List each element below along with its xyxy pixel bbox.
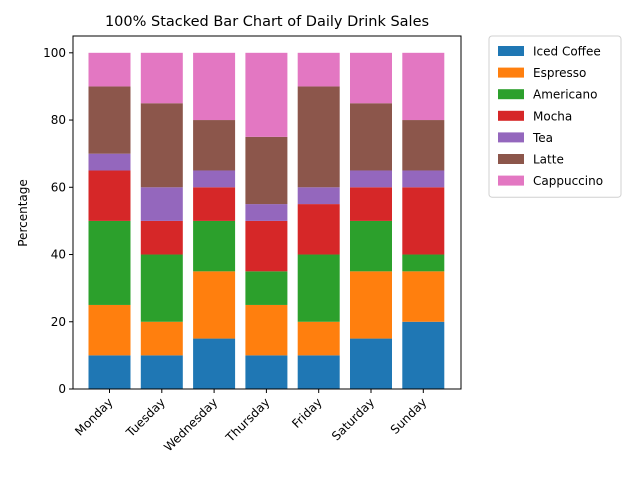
x-tick-label-wednesday: Wednesday xyxy=(161,395,220,454)
y-tick-label: 60 xyxy=(51,180,66,194)
legend-label: Americano xyxy=(533,88,597,102)
bars-group xyxy=(88,52,445,389)
bar-segment-latte-monday xyxy=(88,86,131,154)
bar-segment-latte-saturday xyxy=(350,103,392,171)
bar-segment-espresso-sunday xyxy=(402,271,445,322)
plot-frame xyxy=(72,35,462,390)
bar-segment-espresso-thursday xyxy=(245,304,288,356)
bar-segment-iced-coffee-tuesday xyxy=(140,355,183,389)
bar-segment-iced-coffee-saturday xyxy=(350,338,392,389)
legend-swatch xyxy=(498,89,524,100)
bar-segment-latte-tuesday xyxy=(140,103,183,188)
y-tick-label: 80 xyxy=(51,113,66,127)
bar-segment-latte-wednesday xyxy=(193,120,236,171)
x-tick-label-thursday: Thursday xyxy=(222,395,272,445)
bar-segment-cappuccino-monday xyxy=(88,52,131,87)
y-axis: 0 20 40 60 80 100 xyxy=(43,46,73,396)
bar-segment-mocha-saturday xyxy=(350,187,392,221)
bar-segment-tea-sunday xyxy=(402,170,445,188)
bar-segment-cappuccino-wednesday xyxy=(193,52,236,121)
legend-label: Tea xyxy=(532,131,553,145)
y-tick-label: 0 xyxy=(58,382,66,396)
legend-swatch xyxy=(498,110,524,121)
bar-segment-americano-thursday xyxy=(245,271,288,305)
bar-segment-cappuccino-sunday xyxy=(402,52,445,121)
bar-segment-americano-saturday xyxy=(350,220,392,272)
bar-segment-mocha-sunday xyxy=(402,187,445,255)
bar-segment-iced-coffee-sunday xyxy=(402,321,445,389)
y-tick-label: 20 xyxy=(51,315,66,329)
y-tick-label: 100 xyxy=(43,46,66,60)
bar-segment-tea-saturday xyxy=(350,170,392,188)
bar-segment-latte-thursday xyxy=(245,136,288,205)
bar-segment-tea-friday xyxy=(297,187,340,205)
y-axis-label: Percentage xyxy=(16,179,30,247)
bar-segment-cappuccino-saturday xyxy=(350,52,392,104)
chart-title: 100% Stacked Bar Chart of Daily Drink Sa… xyxy=(105,14,429,30)
bar-segment-americano-friday xyxy=(297,254,340,322)
bar-segment-iced-coffee-thursday xyxy=(245,355,288,389)
x-tick-label-monday: Monday xyxy=(72,395,115,438)
bar-segment-espresso-wednesday xyxy=(193,271,236,339)
y-tick-label: 40 xyxy=(51,248,66,262)
legend-label: Mocha xyxy=(533,109,572,123)
bar-segment-espresso-friday xyxy=(297,321,340,356)
legend-label: Iced Coffee xyxy=(533,45,601,59)
x-tick-label-friday: Friday xyxy=(289,395,325,431)
bar-segment-latte-friday xyxy=(297,86,340,188)
x-tick-label-sunday: Sunday xyxy=(388,395,430,437)
bar-segment-latte-sunday xyxy=(402,120,445,171)
x-tick-label-tuesday: Tuesday xyxy=(123,395,168,440)
legend-swatch xyxy=(498,67,524,78)
bar-segment-iced-coffee-wednesday xyxy=(193,338,236,389)
bar-segment-americano-sunday xyxy=(402,254,445,272)
bar-segment-cappuccino-tuesday xyxy=(140,52,183,104)
legend-label: Cappuccino xyxy=(533,174,603,188)
bar-segment-americano-tuesday xyxy=(140,254,183,322)
bar-segment-mocha-wednesday xyxy=(193,187,236,221)
legend-swatch xyxy=(498,132,524,143)
bar-segment-mocha-tuesday xyxy=(140,220,183,255)
bar-segment-tea-wednesday xyxy=(193,170,236,188)
bar-segment-iced-coffee-monday xyxy=(88,355,131,389)
bar-segment-espresso-tuesday xyxy=(140,321,183,356)
bar-segment-tea-thursday xyxy=(245,204,288,221)
x-tick-label-saturday: Saturday xyxy=(329,395,377,443)
legend-swatch xyxy=(498,46,524,56)
legend-swatch xyxy=(498,154,524,164)
bar-segment-iced-coffee-friday xyxy=(297,355,340,389)
legend-label: Latte xyxy=(533,153,564,167)
bar-segment-mocha-thursday xyxy=(245,220,288,272)
bar-segment-cappuccino-friday xyxy=(297,52,340,87)
bar-segment-americano-monday xyxy=(88,220,131,305)
legend: Iced Coffee Espresso Americano Mocha Tea Latt… xyxy=(488,35,622,198)
legend-swatch xyxy=(498,175,524,186)
bar-segment-tea-monday xyxy=(88,153,131,171)
legend-label: Espresso xyxy=(533,66,586,80)
bar-segment-mocha-friday xyxy=(297,204,340,255)
bar-segment-mocha-monday xyxy=(88,170,131,221)
bar-segment-tea-tuesday xyxy=(140,187,183,221)
bar-segment-espresso-saturday xyxy=(350,271,392,339)
bar-segment-cappuccino-thursday xyxy=(245,52,288,137)
bar-segment-americano-wednesday xyxy=(193,220,236,272)
bar-segment-espresso-monday xyxy=(88,304,131,356)
